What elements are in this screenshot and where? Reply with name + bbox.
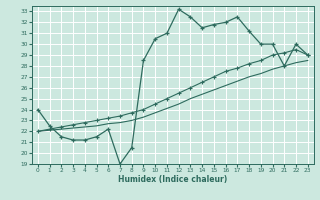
X-axis label: Humidex (Indice chaleur): Humidex (Indice chaleur) [118,175,228,184]
